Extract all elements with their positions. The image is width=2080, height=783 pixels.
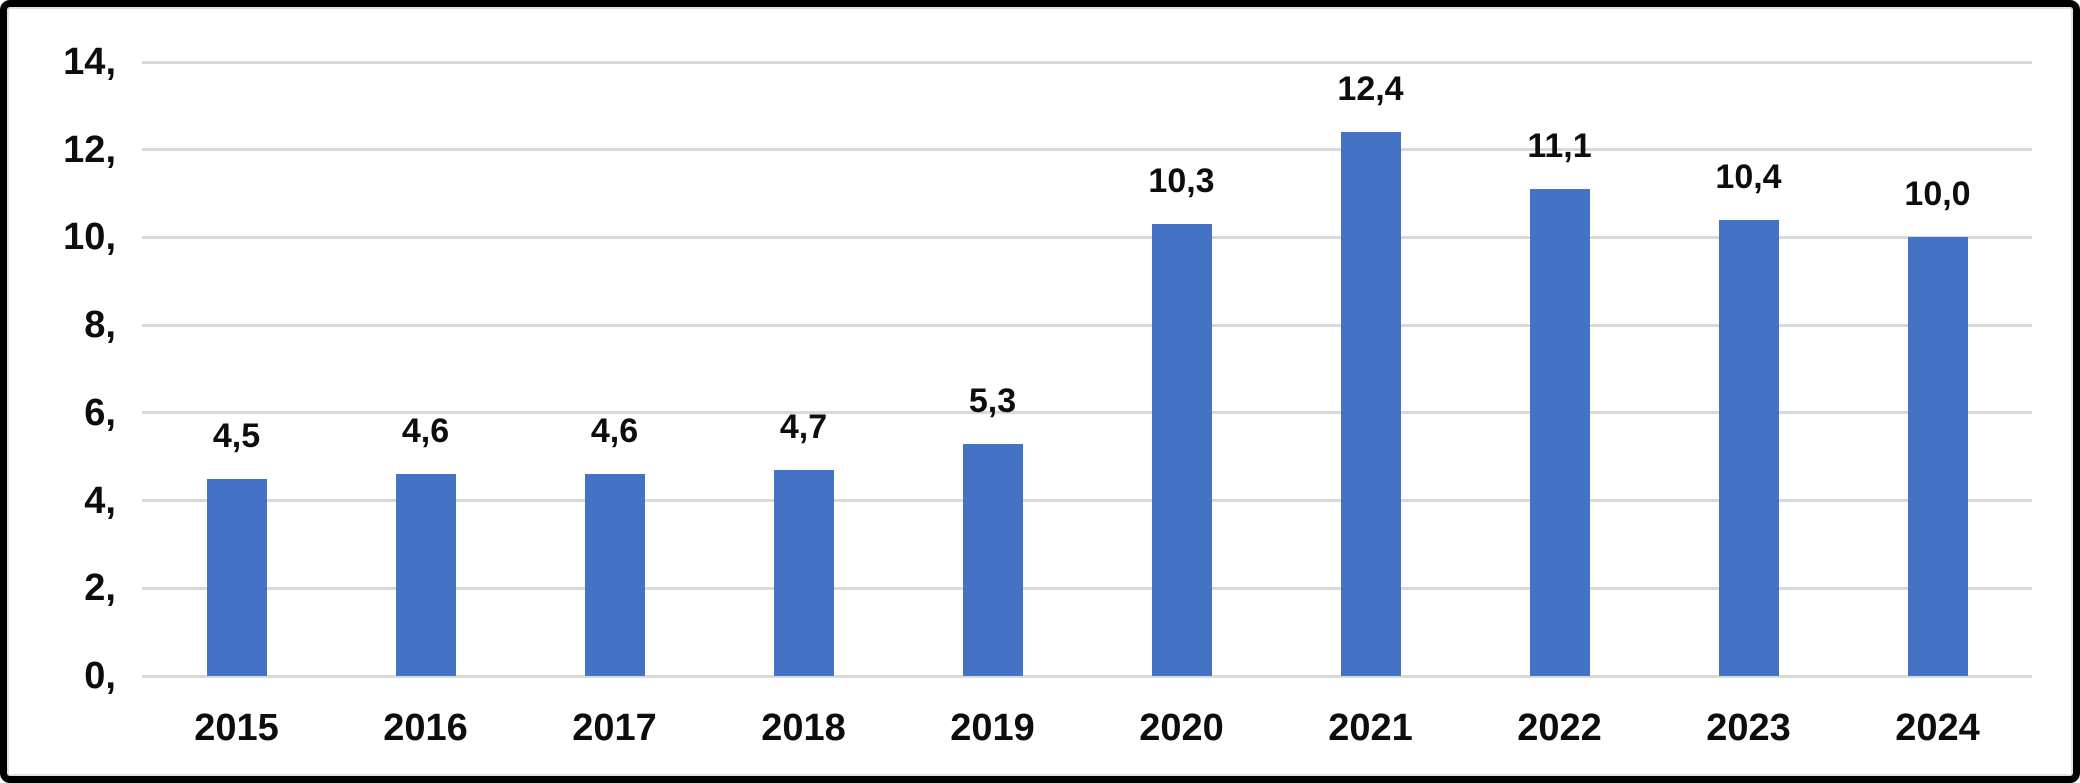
x-axis-category-label: 2021 <box>1328 707 1413 749</box>
bar-value-label: 10,4 <box>1715 157 1782 196</box>
bar-value-label: 4,6 <box>590 412 639 451</box>
y-axis-tick-label: 14, <box>63 41 116 83</box>
bar-2022 <box>1529 189 1590 676</box>
gridline <box>142 148 2032 152</box>
y-axis-tick-label: 8, <box>84 304 116 347</box>
x-axis-category-label: 2019 <box>950 707 1035 749</box>
x-axis-category-label: 2015 <box>194 707 279 749</box>
bar-2015 <box>206 478 267 676</box>
gridline <box>142 674 2032 678</box>
bar-value-label: 10,3 <box>1148 162 1215 201</box>
bar-value-label: 4,5 <box>212 416 261 455</box>
bar-2023 <box>1718 219 1779 676</box>
bar-value-label: 5,3 <box>968 381 1017 420</box>
x-axis-category-label: 2023 <box>1706 707 1791 749</box>
y-axis-tick-label: 12, <box>63 128 116 171</box>
bar-value-label: 10,0 <box>1904 175 1971 214</box>
bar-2017 <box>584 474 645 676</box>
x-axis-category-label: 2017 <box>572 707 657 749</box>
gridline <box>142 235 2032 239</box>
bar-2018 <box>773 469 834 676</box>
gridline <box>142 60 2032 64</box>
bar-value-label: 4,6 <box>401 412 450 451</box>
y-axis-tick-label: 2, <box>84 567 116 610</box>
x-axis-category-label: 2024 <box>1895 707 1980 749</box>
bar-2020 <box>1151 224 1212 676</box>
bar-value-label: 11,1 <box>1527 127 1592 166</box>
gridline <box>142 323 2032 327</box>
bar-value-label: 4,7 <box>779 407 828 446</box>
bar-2024 <box>1907 237 1968 676</box>
chart-area: 0, 2, 4, 6, 8, 10, 12, 14, 4,5 2015 4,6 2016 4,6 2017… <box>7 7 2073 776</box>
plot-area: 0, 2, 4, 6, 8, 10, 12, 14, 4,5 2015 4,6 2016 4,6 2017… <box>9 9 2071 774</box>
y-axis-tick-label: 6, <box>84 391 116 434</box>
x-axis-category-label: 2020 <box>1139 707 1224 749</box>
gridline <box>142 411 2032 415</box>
x-axis-category-label: 2016 <box>383 707 468 749</box>
bar-2021 <box>1340 132 1401 676</box>
gridline <box>142 499 2032 503</box>
bar-2016 <box>395 474 456 676</box>
x-axis-category-label: 2022 <box>1517 707 1602 749</box>
y-axis-tick-label: 4, <box>84 479 116 522</box>
bar-value-label: 12,4 <box>1337 70 1404 109</box>
y-axis-tick-label: 0, <box>84 655 116 697</box>
bar-2019 <box>962 443 1023 676</box>
gridline <box>142 586 2032 590</box>
y-axis-tick-label: 10, <box>63 216 116 259</box>
x-axis-category-label: 2018 <box>761 707 846 749</box>
